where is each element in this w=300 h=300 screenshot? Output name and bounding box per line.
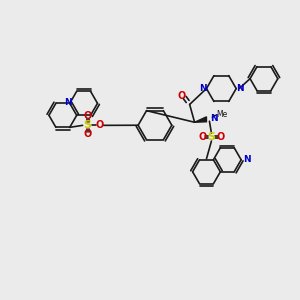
Text: N: N	[64, 98, 72, 107]
Text: N: N	[210, 114, 218, 123]
Text: O: O	[83, 111, 92, 122]
Text: N: N	[199, 84, 206, 93]
Text: O: O	[83, 129, 92, 139]
Text: N: N	[236, 84, 244, 93]
Text: O: O	[198, 132, 207, 142]
Text: Me: Me	[216, 110, 228, 119]
Text: O: O	[95, 120, 104, 130]
Text: S: S	[207, 132, 215, 142]
Text: N: N	[243, 155, 251, 164]
Text: O: O	[216, 132, 224, 142]
Text: O: O	[178, 91, 186, 100]
Text: S: S	[84, 120, 92, 130]
Polygon shape	[195, 117, 206, 122]
